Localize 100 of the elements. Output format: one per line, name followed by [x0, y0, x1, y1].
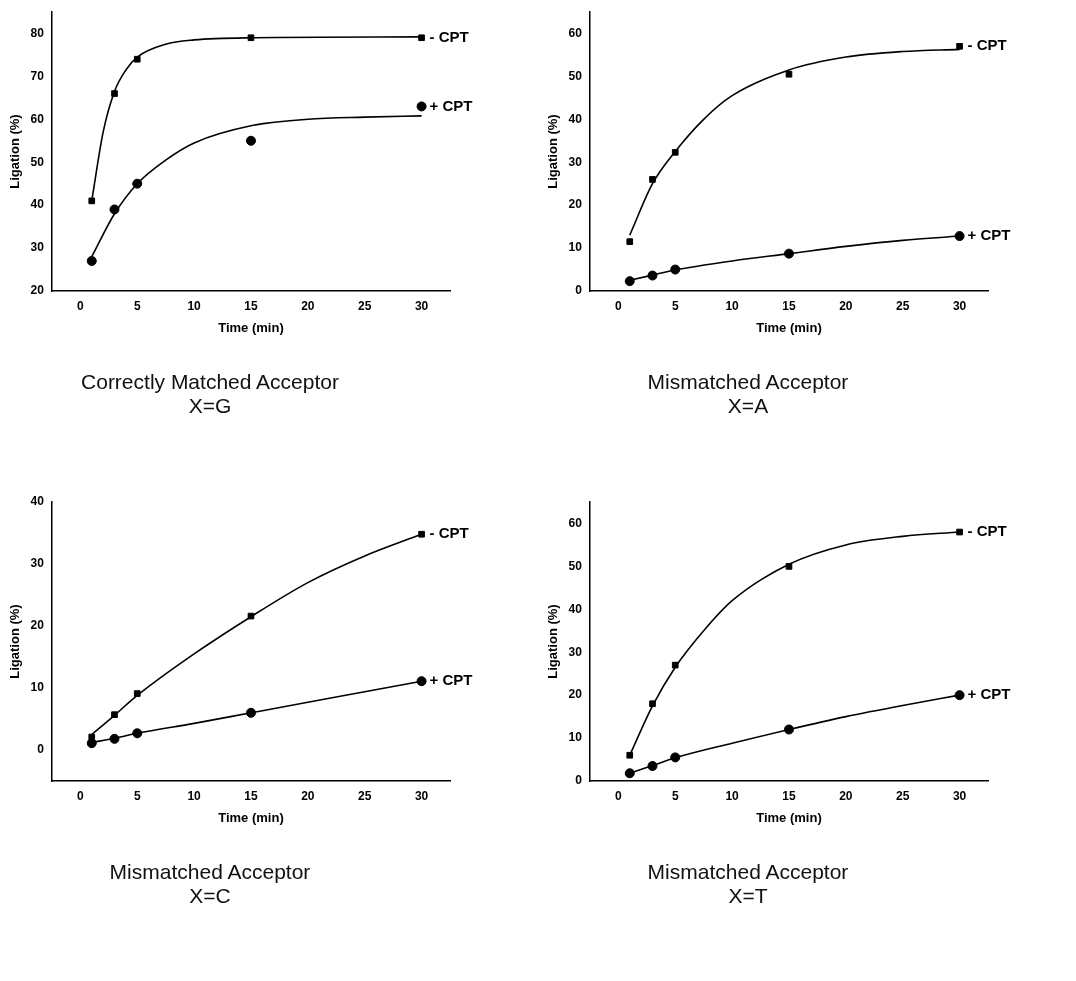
- point: [670, 264, 681, 275]
- point: [111, 711, 118, 718]
- y-tick-label: 60: [30, 111, 45, 126]
- point: [416, 101, 427, 112]
- y-tick-label: 20: [568, 197, 583, 212]
- x-tick-label: 5: [671, 298, 679, 313]
- text: X=A: [726, 394, 770, 418]
- x-tick-label: 0: [615, 298, 623, 313]
- y-tick-label: 60: [568, 515, 583, 530]
- point: [133, 55, 141, 63]
- point: [783, 248, 794, 259]
- y-axis-title: Ligation (%): [7, 114, 23, 189]
- y-tick-label: 20: [30, 283, 45, 298]
- y-tick-label: 40: [30, 494, 45, 509]
- point: [954, 690, 965, 701]
- x-tick-label: 25: [358, 788, 372, 803]
- point: [647, 270, 658, 281]
- series-label: + CPT: [429, 671, 473, 689]
- x-tick-label: 30: [952, 788, 967, 803]
- x-tick-label: 15: [782, 298, 796, 313]
- series-label: - CPT: [967, 36, 1007, 54]
- point: [247, 34, 255, 42]
- y-axis-title: Ligation (%): [545, 114, 561, 189]
- y-tick-label: 20: [30, 618, 45, 633]
- x-tick-label: 10: [187, 788, 202, 803]
- x-tick-label: 20: [301, 788, 315, 803]
- point: [109, 733, 120, 744]
- x-axis-title: Time (min): [756, 319, 822, 335]
- series-label: - CPT: [429, 27, 469, 45]
- point: [649, 176, 656, 183]
- y-tick-label: 10: [30, 680, 45, 695]
- y-tick-label: 30: [568, 644, 583, 659]
- y-tick-label: 70: [30, 68, 45, 83]
- text: X=C: [188, 884, 232, 908]
- x-tick-label: 0: [77, 788, 85, 803]
- x-tick-label: 10: [725, 298, 740, 313]
- point: [245, 707, 256, 718]
- x-tick-label: 0: [77, 298, 85, 313]
- y-axis-title: Ligation (%): [545, 604, 561, 679]
- x-tick-label: 5: [133, 298, 141, 313]
- x-tick-label: 20: [301, 298, 315, 313]
- text: Mismatched Acceptor: [108, 860, 312, 884]
- point: [88, 733, 96, 741]
- x-tick-label: 0: [615, 788, 623, 803]
- point: [783, 724, 794, 735]
- x-tick-label: 20: [839, 298, 853, 313]
- x-tick-label: 10: [187, 298, 202, 313]
- point: [785, 563, 793, 570]
- point: [624, 276, 635, 287]
- series-label: + CPT: [967, 685, 1011, 703]
- y-axis-title: Ligation (%): [7, 604, 23, 679]
- series-label: + CPT: [967, 226, 1011, 244]
- x-tick-label: 25: [896, 298, 910, 313]
- text: X=G: [187, 394, 233, 418]
- point: [109, 204, 120, 215]
- series-label: + CPT: [429, 96, 473, 114]
- x-axis-title: Time (min): [756, 809, 822, 825]
- point: [671, 149, 679, 156]
- y-tick-label: 50: [568, 68, 583, 83]
- y-tick-label: 30: [30, 240, 45, 255]
- x-tick-label: 5: [133, 788, 141, 803]
- point: [956, 43, 963, 50]
- point: [624, 768, 635, 779]
- point: [416, 676, 427, 687]
- y-tick-label: 30: [568, 154, 583, 169]
- point: [956, 528, 963, 536]
- series-label: - CPT: [967, 522, 1007, 540]
- point: [647, 760, 658, 771]
- y-tick-label: 30: [30, 556, 45, 571]
- x-tick-label: 25: [358, 298, 372, 313]
- y-tick-label: 20: [568, 687, 583, 702]
- y-tick-label: 10: [568, 730, 583, 745]
- x-tick-label: 5: [671, 788, 679, 803]
- y-tick-label: 10: [568, 240, 583, 255]
- point: [247, 612, 255, 620]
- text: Correctly Matched Acceptor: [80, 370, 340, 394]
- text: X=T: [727, 884, 769, 908]
- point: [785, 70, 793, 78]
- x-tick-label: 15: [782, 788, 796, 803]
- y-tick-label: 80: [30, 25, 45, 40]
- x-tick-label: 20: [839, 788, 853, 803]
- y-tick-label: 50: [568, 558, 583, 573]
- point: [670, 752, 681, 763]
- x-axis-title: Time (min): [218, 319, 284, 335]
- point: [649, 700, 656, 708]
- x-tick-label: 30: [414, 298, 429, 313]
- point: [418, 530, 425, 538]
- point: [132, 178, 143, 189]
- point: [88, 197, 96, 205]
- x-tick-label: 25: [896, 788, 910, 803]
- point: [133, 690, 141, 697]
- point: [626, 751, 634, 759]
- x-tick-label: 10: [725, 788, 740, 803]
- y-tick-label: 0: [37, 742, 45, 757]
- point: [418, 34, 425, 42]
- point: [671, 661, 679, 669]
- y-tick-label: 50: [30, 154, 45, 169]
- y-tick-label: 40: [568, 111, 583, 126]
- x-tick-label: 30: [952, 298, 967, 313]
- series-label: - CPT: [429, 524, 469, 542]
